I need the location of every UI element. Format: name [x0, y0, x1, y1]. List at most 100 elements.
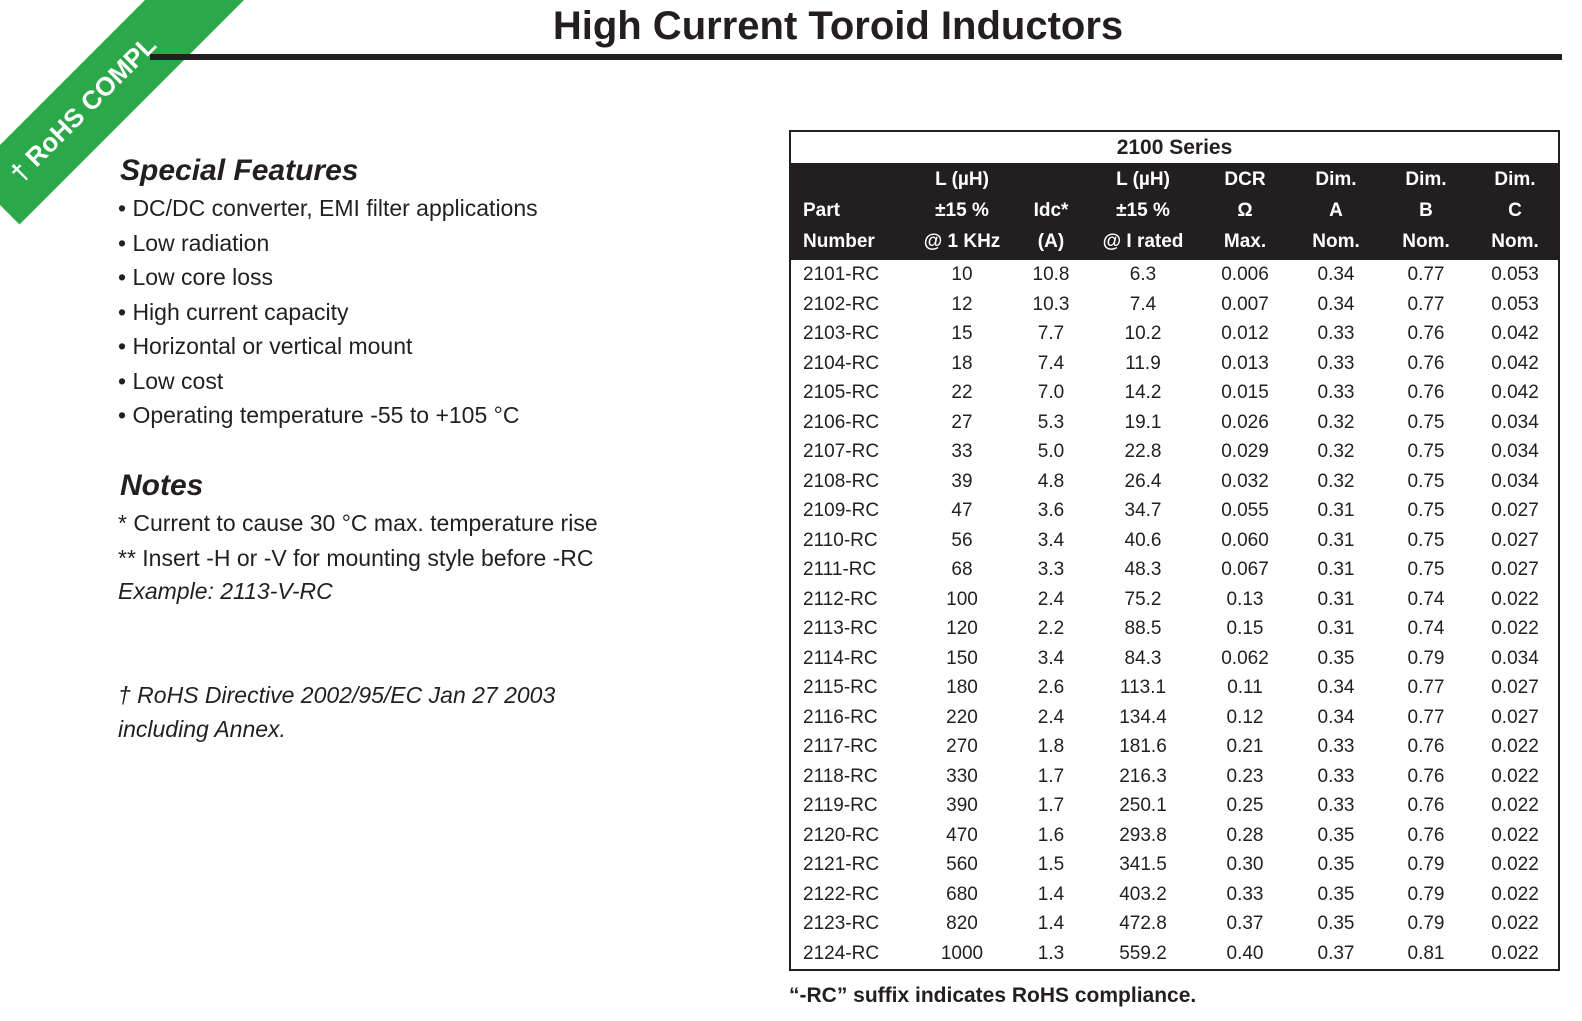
part-number: 2106-RC — [803, 411, 880, 433]
table-cell: 0.15 — [1226, 618, 1264, 639]
column-header: Max. — [1223, 231, 1267, 252]
table-cell: 3.3 — [1037, 559, 1065, 580]
rohs-note: † RoHS Directive 2002/95/EC Jan 27 2003 — [118, 682, 556, 708]
part-number: 2113-RC — [803, 618, 878, 639]
feature-item: • Operating temperature -55 to +105 °C — [118, 402, 520, 428]
table-cell: 390 — [946, 795, 978, 816]
table-cell: 0.35 — [1317, 883, 1355, 905]
table-cell: 0.026 — [1221, 411, 1269, 433]
table-cell: 0.74 — [1407, 618, 1445, 639]
table-cell: 0.015 — [1221, 382, 1269, 403]
table-cell: 0.35 — [1317, 913, 1355, 934]
table-cell: 0.31 — [1317, 500, 1355, 521]
column-header: Idc* — [1033, 200, 1069, 221]
table-cell: 0.33 — [1317, 382, 1355, 403]
table-cell: 134.4 — [1119, 706, 1167, 728]
table-cell: 0.75 — [1407, 470, 1445, 492]
table-cell: 470 — [946, 824, 978, 846]
table-cell: 0.022 — [1491, 824, 1539, 846]
part-number: 2103-RC — [803, 323, 880, 344]
part-number: 2117-RC — [803, 736, 878, 757]
table-cell: 0.33 — [1317, 352, 1355, 374]
column-header: DCR — [1224, 169, 1266, 190]
table-cell: 0.13 — [1226, 588, 1264, 610]
table-cell: 2.4 — [1037, 588, 1065, 610]
table-cell: 0.75 — [1407, 559, 1445, 580]
table-cell: 0.022 — [1491, 913, 1539, 934]
column-header: L (µH) — [935, 169, 989, 190]
column-header: C — [1508, 200, 1522, 221]
table-cell: 0.32 — [1317, 470, 1355, 492]
table-cell: 0.34 — [1317, 677, 1355, 698]
table-cell: 472.8 — [1119, 913, 1167, 934]
column-header: @ 1 KHz — [923, 231, 1001, 252]
table-cell: 680 — [946, 883, 978, 905]
table-cell: 19.1 — [1124, 411, 1162, 433]
table-cell: 0.33 — [1226, 883, 1264, 905]
table-cell: 14.2 — [1124, 382, 1162, 403]
table-cell: 0.022 — [1491, 854, 1539, 875]
table-cell: 1.7 — [1037, 795, 1065, 816]
table-cell: 0.34 — [1317, 706, 1355, 728]
table-cell: 150 — [946, 647, 978, 669]
table-cell: 0.042 — [1491, 323, 1539, 344]
column-header: Nom. — [1312, 231, 1360, 252]
table-cell: 250.1 — [1119, 795, 1167, 816]
table-cell: 56 — [951, 529, 973, 551]
part-number: 2120-RC — [803, 824, 880, 846]
note-line: * Current to cause 30 °C max. temperatur… — [118, 510, 598, 536]
note-line: ** Insert -H or -V for mounting style be… — [118, 545, 594, 571]
note-example: Example: 2113-V-RC — [118, 578, 333, 604]
part-number: 2102-RC — [803, 293, 880, 315]
table-cell: 1000 — [940, 942, 984, 964]
table-cell: 47 — [951, 500, 973, 521]
part-number: 2119-RC — [803, 795, 878, 816]
table-cell: 15 — [951, 323, 973, 344]
table-cell: 0.12 — [1226, 706, 1264, 728]
table-cell: 0.75 — [1407, 500, 1445, 521]
part-number: 2110-RC — [803, 529, 878, 551]
table-cell: 10.8 — [1032, 264, 1070, 285]
table-cell: 0.33 — [1317, 736, 1355, 757]
table-cell: 0.042 — [1491, 382, 1539, 403]
part-number: 2122-RC — [803, 883, 880, 905]
table-cell: 0.79 — [1407, 854, 1445, 875]
table-cell: 0.022 — [1491, 736, 1539, 757]
table-cell: 0.79 — [1407, 883, 1445, 905]
column-header: B — [1419, 200, 1433, 221]
table-header: Part Number L (µH) ±15 % @ 1 KHz Idc* (A) L (µH… — [791, 163, 1558, 260]
table-cell: 0.33 — [1317, 323, 1355, 344]
table-cell: 22.8 — [1124, 441, 1162, 462]
part-number: 2124-RC — [803, 942, 880, 964]
table-cell: 0.067 — [1221, 559, 1269, 580]
table-cell: 0.012 — [1221, 323, 1269, 344]
column-header: (A) — [1037, 231, 1065, 252]
table-cell: 0.75 — [1407, 529, 1445, 551]
table-cell: 6.3 — [1129, 264, 1157, 285]
part-number: 2123-RC — [803, 913, 880, 934]
table-cell: 18 — [951, 352, 973, 374]
table-cell: 0.76 — [1407, 795, 1445, 816]
table-cell: 0.77 — [1407, 293, 1445, 315]
table-cell: 0.027 — [1491, 500, 1539, 521]
table-cell: 0.034 — [1491, 647, 1539, 669]
table-cell: 0.77 — [1407, 264, 1445, 285]
table-cell: 0.022 — [1491, 618, 1539, 639]
table-cell: 1.5 — [1037, 854, 1065, 875]
table-cell: 0.35 — [1317, 824, 1355, 846]
table-cell: 7.4 — [1129, 293, 1157, 315]
table-cell: 820 — [946, 913, 978, 934]
table-cell: 0.060 — [1221, 529, 1269, 551]
table-cell: 293.8 — [1119, 824, 1167, 846]
table-cell: 3.4 — [1037, 647, 1065, 669]
table-cell: 0.34 — [1317, 264, 1355, 285]
column-header: Nom. — [1402, 231, 1450, 252]
table-cell: 0.79 — [1407, 647, 1445, 669]
table-cell: 0.30 — [1226, 854, 1264, 875]
column-header: A — [1329, 200, 1343, 221]
column-header: Part — [803, 200, 840, 221]
table-cell: 1.4 — [1037, 913, 1065, 934]
table-cell: 88.5 — [1124, 618, 1162, 639]
table-cell: 26.4 — [1124, 470, 1162, 492]
part-number: 2115-RC — [803, 677, 878, 698]
